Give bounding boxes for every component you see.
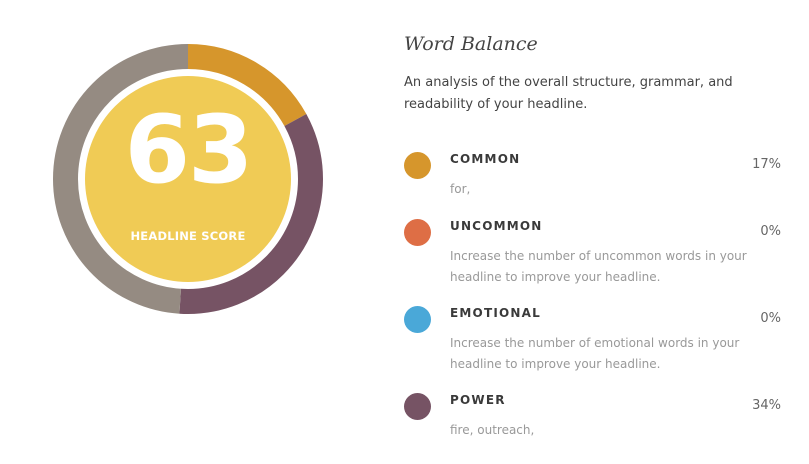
item-percent: 17%: [752, 157, 781, 172]
uncommon-color-dot: [404, 219, 431, 246]
section-title: Word Balance: [404, 33, 538, 55]
item-name: COMMON: [450, 152, 521, 166]
item-name: POWER: [450, 393, 506, 407]
word-balance-donut: [53, 44, 323, 314]
item-detail: Increase the number of emotional words i…: [450, 336, 740, 371]
section-description: An analysis of the overall structure, gr…: [404, 75, 733, 112]
power-color-dot: [404, 393, 431, 420]
headline-score: 63 HEADLINE SCORE: [85, 76, 291, 282]
emotional-color-dot: [404, 306, 431, 333]
score-value: 63: [124, 96, 254, 205]
score-label: HEADLINE SCORE: [130, 229, 246, 243]
donut-segment-power: [53, 44, 323, 314]
donut-segment-rest: [53, 44, 323, 314]
common-color-dot: [404, 152, 431, 179]
item-detail: for,: [450, 182, 471, 196]
item-percent: 34%: [752, 398, 781, 413]
item-detail: fire, outreach,: [450, 423, 535, 437]
item-percent: 0%: [760, 311, 781, 326]
item-name: EMOTIONAL: [450, 306, 541, 320]
item-name: UNCOMMON: [450, 219, 543, 233]
item-percent: 0%: [760, 224, 781, 239]
item-detail: Increase the number of uncommon words in…: [450, 249, 747, 284]
